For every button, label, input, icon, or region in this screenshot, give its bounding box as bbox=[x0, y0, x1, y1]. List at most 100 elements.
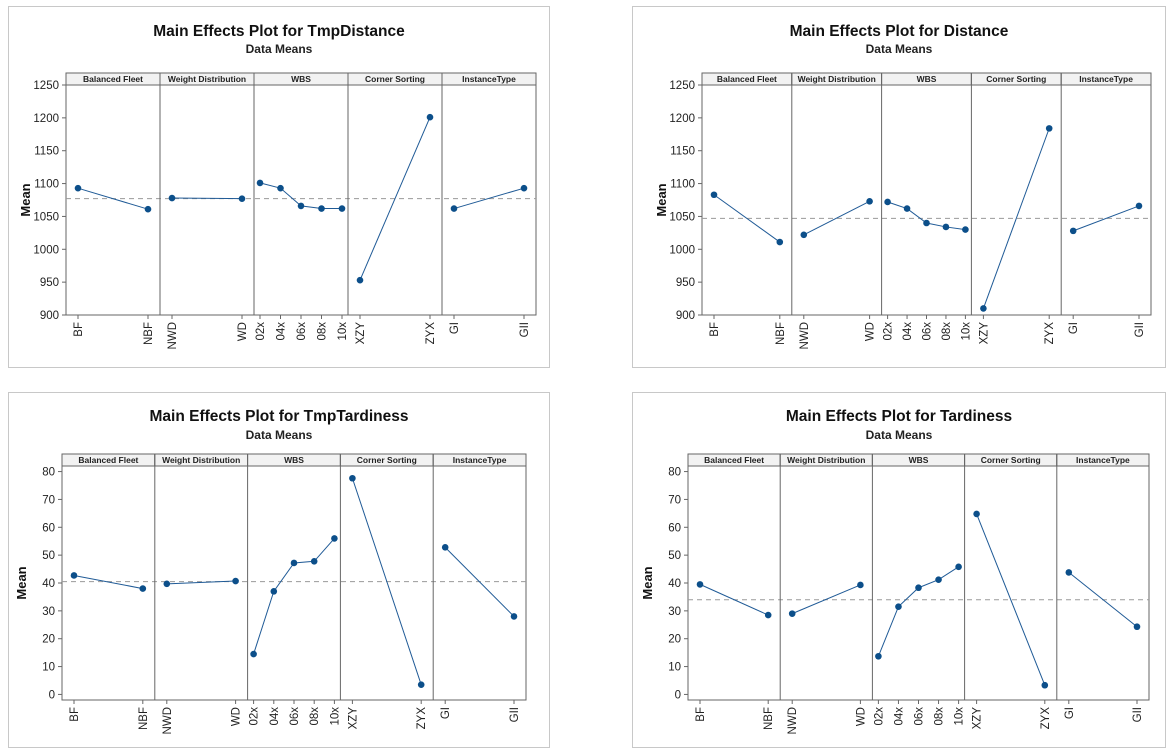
y-tick-label: 60 bbox=[42, 522, 55, 534]
mean-point bbox=[139, 585, 147, 592]
x-tick-label: ZYX bbox=[416, 707, 428, 730]
mean-point bbox=[417, 681, 425, 688]
x-tick-label: GII bbox=[1132, 707, 1144, 722]
factor-line bbox=[453, 187, 525, 210]
y-tick-label: 70 bbox=[668, 494, 681, 506]
x-tick-label: 10x bbox=[329, 707, 341, 726]
y-tick-label: 900 bbox=[676, 310, 695, 322]
facet-header-label: WBS bbox=[909, 455, 929, 465]
x-tick-label: 04x bbox=[269, 707, 281, 726]
y-tick-label: 950 bbox=[40, 277, 59, 289]
x-tick-label: GII bbox=[519, 322, 531, 337]
y-tick-label: 1000 bbox=[33, 244, 59, 256]
x-tick-label: 06x bbox=[289, 707, 301, 726]
x-tick-label: NWD bbox=[167, 322, 179, 349]
x-tick-label: 04x bbox=[276, 322, 288, 341]
mean-point bbox=[144, 205, 152, 213]
facet-header-label: Balanced Fleet bbox=[717, 74, 777, 84]
plot-frame bbox=[687, 453, 1150, 701]
x-tick-label: XZY bbox=[347, 707, 359, 730]
x-tick-label: 04x bbox=[902, 322, 914, 341]
y-axis-label: Mean bbox=[654, 183, 669, 216]
mean-point bbox=[338, 205, 346, 212]
y-tick-label: 1250 bbox=[669, 80, 695, 92]
y-axis-label: Mean bbox=[18, 183, 33, 216]
x-tick-label: 02x bbox=[883, 322, 895, 341]
mean-point bbox=[441, 544, 449, 551]
y-tick-label: 1100 bbox=[670, 179, 695, 191]
y-tick-label: 1050 bbox=[33, 211, 59, 223]
chart-panel-tardiness: Main Effects Plot for Tardiness Data Mea… bbox=[632, 392, 1166, 748]
y-tick-label: 70 bbox=[42, 494, 55, 506]
x-tick-label: 02x bbox=[255, 322, 267, 341]
mean-point bbox=[696, 581, 704, 588]
factor-line bbox=[253, 538, 335, 655]
x-tick-label: 02x bbox=[873, 707, 885, 726]
mean-point bbox=[973, 510, 980, 518]
x-tick-label: XZY bbox=[978, 322, 990, 345]
mean-point bbox=[250, 650, 257, 658]
chart-panel-tmptardiness: Main Effects Plot for TmpTardiness Data … bbox=[8, 392, 550, 748]
facet-header-label: Corner Sorting bbox=[981, 455, 1041, 465]
x-tick-label: XZY bbox=[972, 707, 984, 730]
factor-line bbox=[877, 566, 959, 657]
y-tick-label: 1150 bbox=[670, 146, 695, 158]
mean-point bbox=[875, 652, 882, 660]
mean-point bbox=[290, 559, 298, 567]
chart-subtitle: Data Means bbox=[865, 42, 933, 56]
mean-point bbox=[450, 205, 458, 212]
x-tick-label: 08x bbox=[317, 322, 329, 341]
x-tick-label: ZYX bbox=[1044, 322, 1056, 345]
x-tick-label: GI bbox=[440, 707, 452, 719]
mean-point bbox=[857, 581, 864, 589]
facet-header-label: Balanced Fleet bbox=[78, 455, 138, 465]
main-effects-plot-distance: 900 950 1000 1050 1100 1150 1200 1250 Mean Balanc… bbox=[654, 72, 1152, 349]
main-effects-plot-tmptardiness: 0 10 20 30 40 50 60 70 80 Mean Balanced Fleet BF NBF… bbox=[14, 453, 527, 734]
mean-point bbox=[788, 610, 796, 617]
y-tick-label: 10 bbox=[42, 662, 55, 674]
mean-point bbox=[238, 195, 246, 202]
y-tick-label: 1050 bbox=[669, 211, 695, 223]
x-tick-label: 10x bbox=[954, 707, 966, 726]
y-tick-label: 950 bbox=[676, 277, 695, 289]
factor-line bbox=[73, 574, 143, 590]
mean-point bbox=[764, 611, 772, 619]
y-tick-label: 80 bbox=[668, 467, 681, 479]
factor-line bbox=[77, 187, 149, 210]
x-tick-label: ZYX bbox=[1040, 707, 1052, 730]
mean-point bbox=[935, 576, 942, 583]
mean-point bbox=[163, 580, 171, 588]
x-tick-label: NBF bbox=[143, 322, 155, 345]
chart-panel-distance: Main Effects Plot for Distance Data Mean… bbox=[632, 6, 1166, 368]
x-tick-label: WD bbox=[865, 322, 877, 341]
facet-header-label: Weight Distribution bbox=[162, 455, 240, 465]
y-tick-label: 1100 bbox=[34, 179, 59, 191]
mean-point bbox=[168, 194, 176, 202]
facet-header-label: WBS bbox=[284, 455, 304, 465]
x-tick-label: GII bbox=[509, 707, 521, 722]
x-tick-label: NWD bbox=[787, 707, 799, 734]
x-tick-label: XZY bbox=[355, 322, 367, 345]
x-tick-label: 08x bbox=[934, 707, 946, 726]
mean-point bbox=[310, 557, 318, 565]
mean-point bbox=[70, 572, 78, 579]
x-tick-label: 02x bbox=[249, 707, 261, 726]
x-tick-label: NWD bbox=[162, 707, 174, 734]
y-tick-label: 50 bbox=[668, 550, 681, 562]
mean-point bbox=[1041, 681, 1049, 689]
plot-frame bbox=[701, 72, 1152, 316]
factor-line bbox=[444, 546, 515, 617]
x-tick-label: BF bbox=[695, 707, 707, 722]
x-tick-label: WD bbox=[237, 322, 249, 341]
mean-point bbox=[955, 563, 962, 571]
mean-point bbox=[349, 474, 356, 482]
factor-line bbox=[1073, 205, 1140, 232]
factor-line bbox=[803, 200, 870, 236]
chart-title: Main Effects Plot for TmpTardiness bbox=[149, 408, 409, 425]
y-tick-label: 80 bbox=[42, 467, 55, 479]
mean-point bbox=[942, 223, 950, 231]
plot-frame bbox=[65, 72, 537, 316]
x-tick-label: 08x bbox=[941, 322, 953, 341]
y-tick-label: 20 bbox=[668, 634, 681, 646]
x-tick-label: GI bbox=[1068, 322, 1080, 334]
